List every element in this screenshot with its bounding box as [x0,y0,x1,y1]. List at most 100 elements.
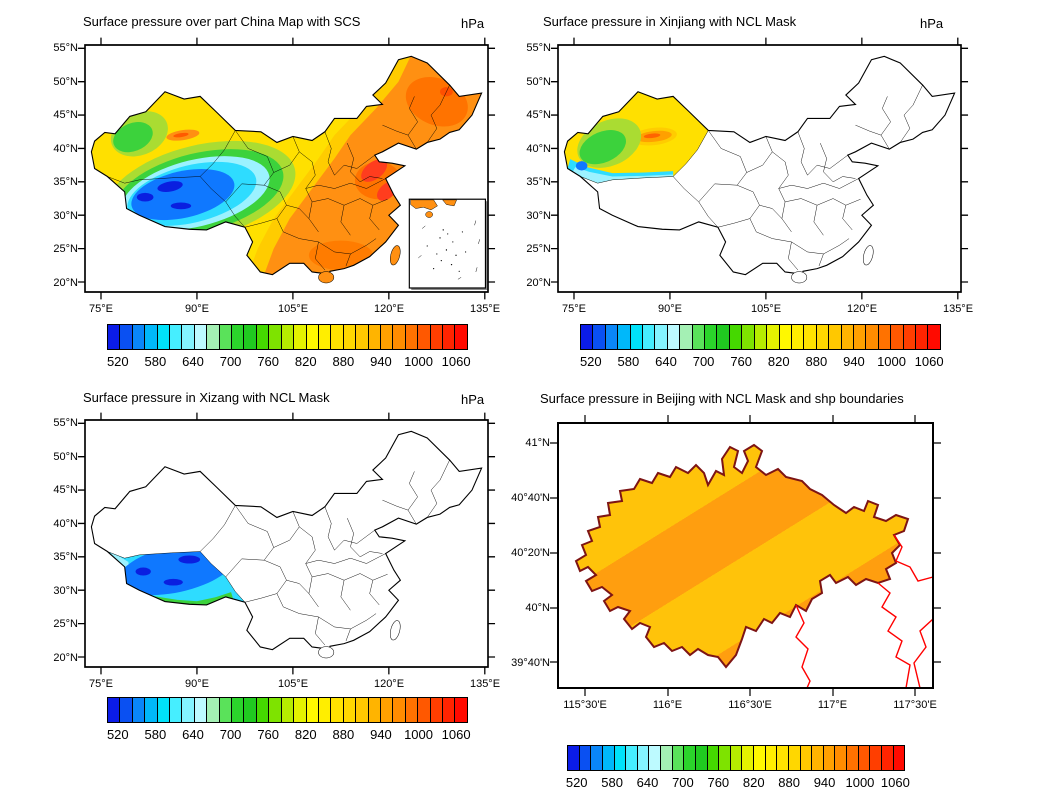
lat-tick-label: 41°N [525,437,550,449]
colorbar-cell [914,324,929,350]
colorbar-cell [107,697,121,723]
lon-tick-label: 90°E [185,678,209,690]
colorbar-cell [790,324,805,350]
lat-tick-label: 35°N [53,176,78,189]
colorbar-cell [753,324,768,350]
lon-tick-label: 135°E [469,678,501,690]
lat-tick-label: 45°N [526,109,551,122]
colorbar-tick-label: 940 [370,727,392,742]
colorbar-tick-label: 880 [332,727,355,742]
colorbar-tick-label: 940 [843,354,865,369]
colorbar-cell [342,324,357,350]
lat-tick-label: 40°40'N [511,492,550,504]
colorbar-cell [617,324,631,350]
lon-tick-label: 117°30'E [893,699,937,711]
colorbar-cell [417,697,431,723]
colorbar-tick-label: 760 [707,775,730,790]
colorbar-cell [367,324,381,350]
lon-tick-label: 90°E [658,303,682,315]
colorbar-cell [629,324,644,350]
colorbar-tick-label: 700 [672,775,694,790]
colorbar-cell [852,324,867,350]
lat-tick-label: 40°N [53,517,78,530]
lat-tick-label: 50°N [53,75,78,88]
colorbar-cell [268,697,282,723]
panel-bl-title: Surface pressure in Xizang with NCL Mask [83,390,330,405]
hainan-island [318,271,335,284]
colorbar-tick-label: 1000 [877,354,906,369]
colorbar-cell [156,324,171,350]
colorbar-tick-label: 880 [805,354,828,369]
colorbar-cell [691,324,706,350]
colorbar-cell [379,324,394,350]
colorbar-cell [243,697,257,723]
panel-bl-xaxis-labels: 75°E 90°E 105°E 120°E 135°E [71,678,515,690]
colorbar-tick-label: 760 [257,727,280,742]
colorbar-cell [666,324,681,350]
lon-tick-label: 120°E [373,678,405,690]
colorbar-cell [280,697,295,723]
lat-tick-label: 35°N [526,176,551,189]
panel-tr-title: Surface pressure in Xinjiang with NCL Ma… [543,14,797,29]
china-map-xizang-mask [85,420,488,667]
colorbar-tick-label: 940 [813,775,836,790]
panel-br-colorbar [567,745,906,771]
colorbar-tick-label: 520 [106,727,129,742]
colorbar-cell [642,324,656,350]
colorbar-cell [181,697,195,723]
lat-tick-label: 40°N [53,142,78,155]
colorbar-cell [741,324,755,350]
lat-tick-label: 55°N [526,42,551,54]
panel-tl-xaxis-labels: 75°E 90°E 105°E 120°E 135°E [71,303,515,315]
colorbar-cell [218,697,233,723]
colorbar-cell [927,324,941,350]
colorbar-cell [367,697,381,723]
lon-tick-label: 105°E [277,303,309,315]
colorbar-tick-label: 580 [144,727,167,742]
colorbar-cell [193,324,208,350]
colorbar-cell [255,697,270,723]
colorbar-tick-label: 640 [655,354,677,369]
colorbar-cell [355,324,369,350]
lat-tick-label: 39°40'N [511,657,550,669]
colorbar-tick-label: 820 [767,354,790,369]
colorbar-tick-label: 1000 [404,354,433,369]
colorbar-cell [330,697,344,723]
colorbar-tick-label: 640 [636,775,659,790]
colorbar-cell [580,324,594,350]
colorbar-cell [144,324,158,350]
panel-bl-colorbar [107,697,468,723]
colorbar-cell [231,697,245,723]
colorbar-tick-label: 640 [182,727,204,742]
lat-tick-label: 20°N [53,651,78,664]
colorbar-tick-label: 580 [144,354,167,369]
hainan-island [318,646,335,659]
colorbar-tick-label: 1000 [845,775,875,790]
colorbar-cell [404,697,419,723]
lat-tick-label: 50°N [53,450,78,463]
colorbar-cell [131,324,146,350]
colorbar-cell [454,324,468,350]
lon-tick-label: 75°E [89,303,113,315]
lat-tick-label: 55°N [53,42,78,54]
colorbar-tick-label: 880 [778,775,800,790]
colorbar-cell [392,324,406,350]
colorbar-cell [840,324,854,350]
lon-tick-label: 105°E [277,678,309,690]
colorbar-tick-label: 880 [332,354,355,369]
colorbar-cell [305,324,319,350]
colorbar-tick-label: 1060 [441,727,471,742]
scs-islands [426,229,467,272]
panel-br-xaxis-labels: 115°30'E 116°E 116°30'E 117°E 117°30'E [545,699,955,711]
taiwan-island [390,245,401,266]
colorbar-cell [293,324,307,350]
lat-tick-label: 20°N [53,276,78,289]
lon-tick-label: 75°E [562,303,586,315]
lon-tick-label: 120°E [846,303,878,315]
lon-tick-label: 116°E [652,699,683,711]
lat-tick-label: 30°N [53,209,78,222]
colorbar-cell [181,324,195,350]
colorbar-cell [654,324,668,350]
colorbar-tick-label: 1060 [880,775,910,790]
colorbar-cell [877,324,892,350]
